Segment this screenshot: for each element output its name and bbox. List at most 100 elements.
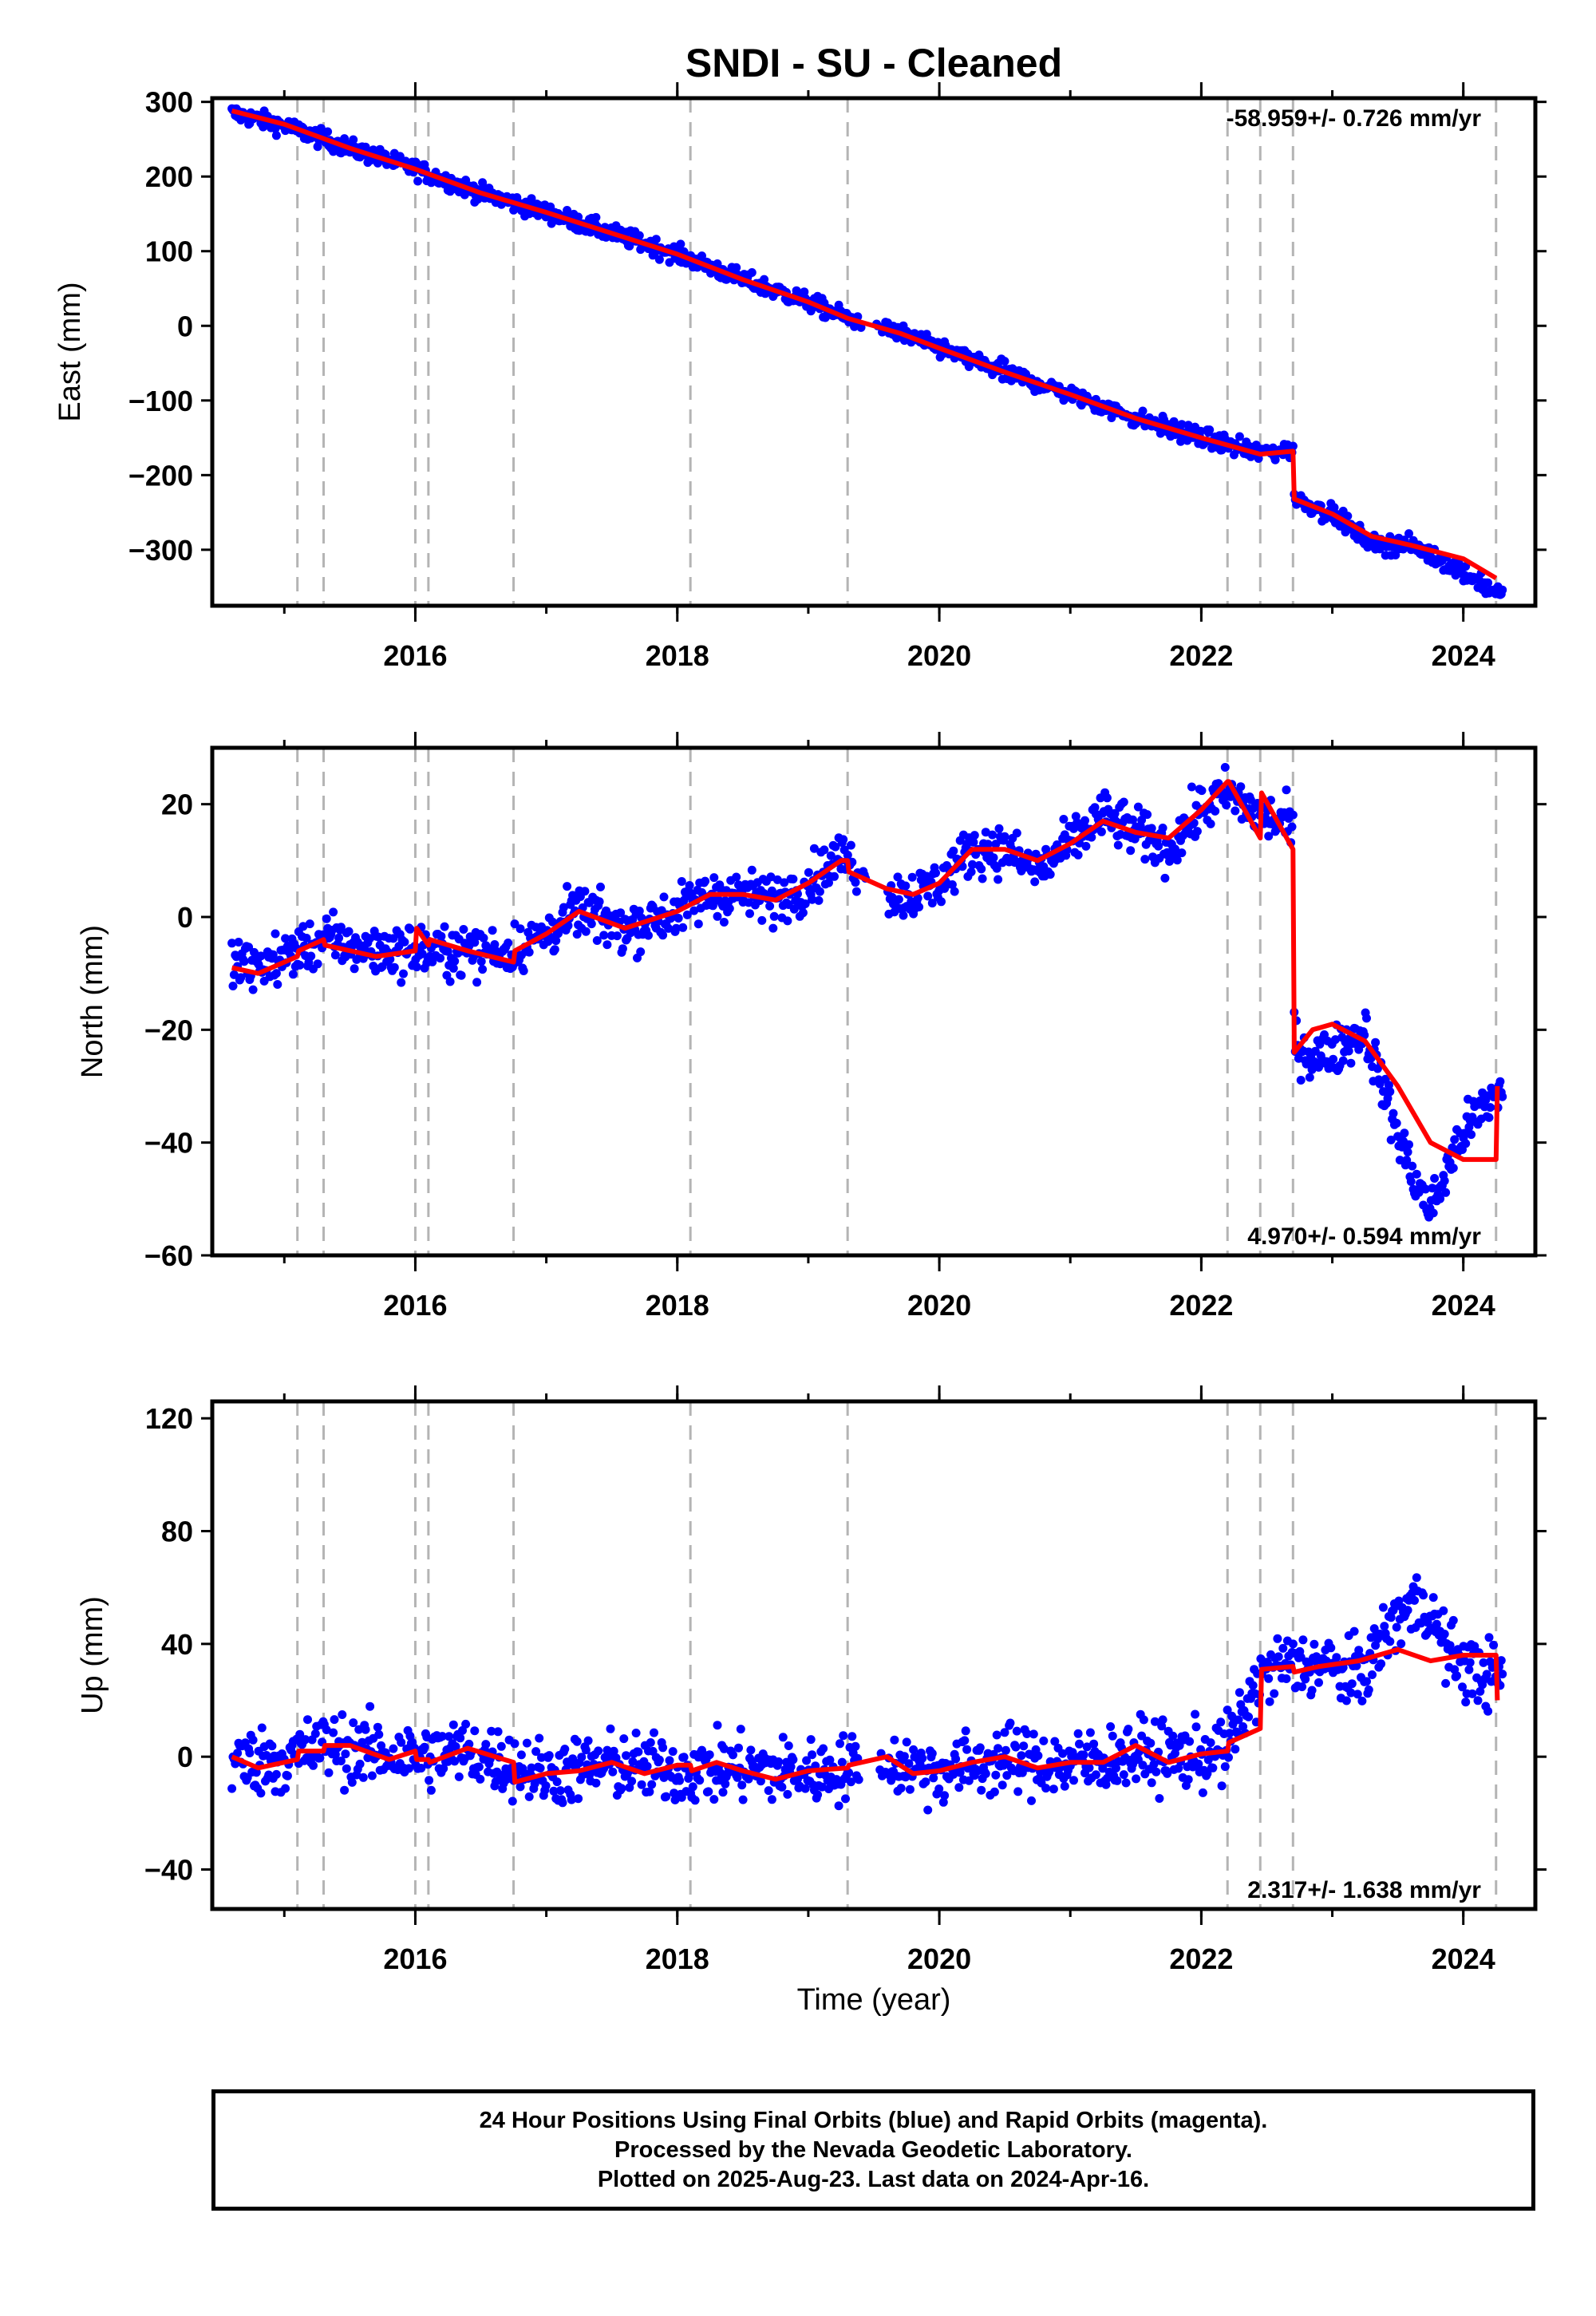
north-data-point: [689, 906, 699, 915]
up-data-point: [389, 1744, 398, 1753]
north-data-point: [548, 917, 557, 927]
up-data-point: [929, 1773, 938, 1783]
up-data-point: [1482, 1670, 1491, 1679]
up-y-axis-label: Up (mm): [76, 1596, 109, 1714]
north-data-point: [839, 835, 848, 844]
up-data-point: [1139, 1715, 1148, 1725]
up-data-point: [574, 1794, 583, 1804]
north-data-point: [949, 846, 958, 856]
east-ticks: −300 −200 −100 0 100 200 300 2016 2018 2020 2022 20…: [128, 82, 1547, 672]
up-data-point: [1288, 1639, 1298, 1649]
up-data-point: [552, 1777, 562, 1787]
north-data-point: [1288, 810, 1298, 820]
north-data-point: [788, 875, 798, 883]
north-data-point: [988, 830, 998, 840]
north-data-point: [1430, 1174, 1440, 1183]
north-data-point: [1329, 1054, 1338, 1064]
north-data-point: [994, 824, 1004, 833]
north-xtick-label: 2018: [646, 1289, 709, 1322]
north-data-point: [1236, 782, 1246, 792]
north-data-point: [1080, 816, 1089, 825]
north-data-point: [1158, 824, 1167, 832]
up-data-point: [358, 1773, 368, 1782]
up-data-point: [1223, 1705, 1232, 1715]
up-data-point: [778, 1733, 788, 1742]
north-data-point: [227, 939, 237, 948]
up-data-point: [695, 1776, 705, 1785]
up-data-point: [756, 1777, 765, 1786]
up-data-point: [1013, 1787, 1023, 1796]
footer-box: 24 Hour Positions Using Final Orbits (bl…: [211, 2089, 1535, 2211]
up-data-point: [960, 1736, 970, 1745]
north-data-point: [677, 877, 686, 886]
up-data-point: [738, 1795, 748, 1804]
north-ytick-label: 20: [161, 788, 193, 821]
east-data-point: [856, 322, 866, 332]
up-data-point: [1112, 1764, 1120, 1773]
north-data-point: [851, 887, 861, 896]
up-data-point: [1448, 1615, 1458, 1625]
north-data-point: [1441, 1188, 1451, 1197]
up-data-point: [358, 1737, 367, 1747]
up-data-point: [902, 1737, 911, 1747]
north-data-point: [634, 907, 644, 915]
up-data-point: [303, 1715, 312, 1725]
up-data-point: [1225, 1729, 1235, 1738]
north-data-point: [1030, 877, 1040, 887]
up-data-point: [1000, 1728, 1009, 1737]
up-data-point: [729, 1750, 737, 1760]
north-data-point: [1154, 841, 1163, 851]
up-data-point: [992, 1730, 1001, 1740]
north-data-point: [271, 929, 280, 939]
north-xtick-label: 2024: [1432, 1289, 1495, 1322]
north-data-point: [580, 887, 590, 896]
up-data-point: [839, 1731, 848, 1741]
up-data-point: [426, 1785, 436, 1795]
up-data-point: [1386, 1613, 1396, 1622]
up-data-point: [1208, 1763, 1218, 1773]
north-data-point: [618, 944, 627, 954]
north-ytick-label: −20: [144, 1014, 193, 1046]
north-data-point: [843, 850, 852, 860]
up-ytick-label: 80: [161, 1516, 193, 1548]
east-data-point: [1196, 426, 1206, 436]
up-data-point: [1419, 1591, 1428, 1600]
up-data-point: [817, 1782, 827, 1792]
north-data-point: [365, 934, 375, 943]
east-data-point: [760, 275, 769, 284]
north-data-point: [563, 882, 572, 891]
north-data-point: [664, 923, 674, 933]
north-data-point: [969, 837, 978, 847]
up-data-point: [256, 1788, 266, 1798]
north-data-point: [678, 923, 688, 932]
north-data-point: [931, 868, 940, 878]
north-data-point: [336, 923, 346, 932]
up-data-point: [451, 1742, 460, 1751]
up-ytick-label: 0: [177, 1741, 193, 1773]
up-data-point: [1278, 1643, 1288, 1653]
up-data-point: [654, 1755, 664, 1765]
up-data-point: [1050, 1737, 1060, 1746]
up-data-point: [628, 1757, 638, 1766]
up-data-point: [1079, 1750, 1088, 1760]
up-data-point: [1075, 1739, 1084, 1749]
north-data-point: [1402, 1156, 1412, 1165]
up-data-point: [786, 1762, 796, 1772]
up-data-point: [713, 1721, 722, 1730]
north-data-point: [448, 963, 458, 973]
up-data-point: [581, 1745, 591, 1755]
north-frame: [210, 745, 1538, 1258]
north-data-point: [994, 875, 1003, 884]
up-data-point: [899, 1752, 909, 1761]
up-data-point: [1216, 1717, 1226, 1727]
north-data-point: [1090, 803, 1100, 812]
north-data-point: [581, 927, 591, 936]
up-data-point: [744, 1774, 753, 1784]
up-data-point: [1234, 1715, 1243, 1725]
up-data-point: [227, 1784, 237, 1793]
north-data-point: [1165, 856, 1174, 866]
up-data-point: [361, 1725, 370, 1734]
up-data-point: [535, 1733, 544, 1743]
up-data-point: [1441, 1678, 1451, 1688]
up-data-point: [281, 1784, 290, 1793]
